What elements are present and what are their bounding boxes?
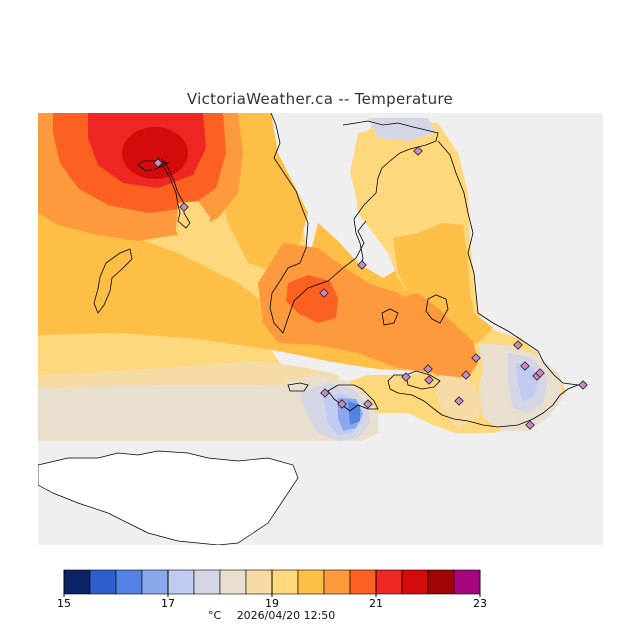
field-darkred xyxy=(122,127,188,179)
station-marker xyxy=(461,370,471,380)
station-marker xyxy=(423,364,433,374)
legend-swatch xyxy=(167,569,195,595)
unit-label: °C xyxy=(208,609,222,622)
station-marker xyxy=(319,288,329,298)
legend-swatch xyxy=(271,569,299,595)
field-cold-deep xyxy=(348,401,360,425)
field-pale-spot xyxy=(176,201,210,248)
legend-caption: °C 2026/04/20 12:50 xyxy=(208,609,347,622)
field-east-top xyxy=(368,118,436,141)
legend-swatch xyxy=(115,569,143,595)
legend-swatch xyxy=(323,569,351,595)
station-marker xyxy=(520,361,530,371)
legend-swatch xyxy=(89,569,117,595)
station-marker xyxy=(401,372,411,382)
station-marker xyxy=(179,202,189,212)
field-east-cold-3 xyxy=(516,363,538,401)
legend-ticks: 15 17 19 21 23 xyxy=(57,570,487,610)
station-marker xyxy=(471,353,481,363)
timestamp-label: 2026/04/20 12:50 xyxy=(236,609,336,622)
temperature-legend: 15 17 19 21 23 xyxy=(57,569,487,610)
station-marker xyxy=(525,420,535,430)
legend-swatch xyxy=(193,569,221,595)
field-center-darkorange xyxy=(286,275,338,323)
field-east-orange xyxy=(398,293,478,381)
temperature-map xyxy=(38,113,603,545)
station-marker xyxy=(513,340,523,350)
temperature-field xyxy=(38,113,566,443)
legend-swatch xyxy=(375,569,403,595)
field-east-gold xyxy=(393,223,493,343)
station-marker xyxy=(413,146,423,156)
legend-swatch xyxy=(453,569,481,595)
legend-swatch xyxy=(401,569,429,595)
legend-tick-label: 15 xyxy=(57,597,71,610)
field-east-pale xyxy=(350,123,463,238)
legend-tick-label: 19 xyxy=(265,597,279,610)
legend-swatch xyxy=(349,569,377,595)
legend-swatch xyxy=(427,569,455,595)
station-marker xyxy=(357,260,367,270)
station-marker xyxy=(535,368,545,378)
station-marker xyxy=(578,380,588,390)
legend-tick-label: 23 xyxy=(473,597,487,610)
field-cream xyxy=(38,371,348,441)
legend-swatch xyxy=(297,569,325,595)
station-marker xyxy=(424,375,434,385)
station-markers xyxy=(153,146,588,430)
station-marker xyxy=(337,399,347,409)
legend-swatch xyxy=(219,569,247,595)
legend-swatch xyxy=(141,569,169,595)
station-marker xyxy=(454,396,464,406)
station-marker xyxy=(153,158,163,168)
southern-island xyxy=(38,450,299,545)
legend-tick-label: 17 xyxy=(161,597,175,610)
station-marker xyxy=(320,388,330,398)
map-title: VictoriaWeather.ca -- Temperature xyxy=(186,90,454,108)
field-lightpeach xyxy=(38,361,343,388)
station-marker xyxy=(363,399,373,409)
legend-swatch xyxy=(245,569,273,595)
legend-swatch xyxy=(63,569,91,595)
coastlines xyxy=(93,113,587,428)
legend-tick-label: 21 xyxy=(369,597,383,610)
